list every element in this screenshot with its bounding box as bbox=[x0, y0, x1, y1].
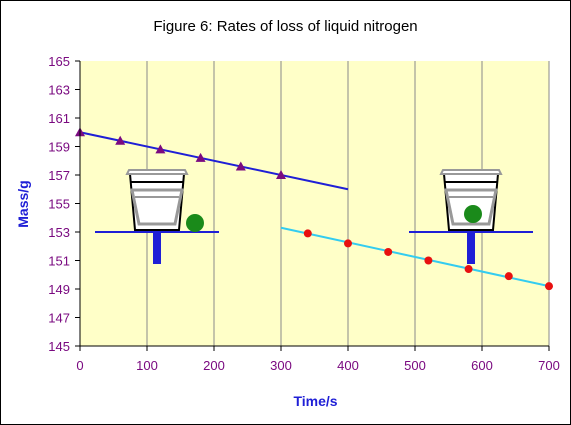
x-tick-label: 200 bbox=[203, 358, 225, 373]
cup-inner bbox=[130, 188, 184, 226]
y-tick-label: 163 bbox=[48, 83, 70, 98]
y-tick-label: 153 bbox=[48, 225, 70, 240]
series-2-point bbox=[464, 265, 473, 274]
x-tick-label: 400 bbox=[337, 358, 359, 373]
y-axis-title: Mass/g bbox=[15, 180, 31, 227]
insulated-cup-on-balance bbox=[409, 169, 533, 264]
x-tick-label: 300 bbox=[270, 358, 292, 373]
series-2-trend-line bbox=[280, 226, 550, 288]
y-tick-label: 149 bbox=[48, 282, 70, 297]
series-2-point bbox=[344, 239, 352, 248]
series-1-point bbox=[115, 135, 126, 145]
illustrations bbox=[95, 169, 533, 264]
x-tick-label: 700 bbox=[538, 358, 560, 373]
axes bbox=[75, 60, 550, 351]
y-tick-label: 151 bbox=[48, 254, 70, 269]
x-tick-label: 100 bbox=[136, 358, 158, 373]
series-2-point bbox=[424, 256, 433, 265]
balance-stand bbox=[153, 232, 161, 264]
y-tick-label: 157 bbox=[48, 168, 70, 183]
series-1-point bbox=[195, 152, 206, 162]
cup-rim bbox=[125, 169, 189, 175]
insulated-cup-on-balance bbox=[95, 169, 219, 264]
series-2-point bbox=[384, 247, 393, 256]
y-tick-label: 165 bbox=[48, 54, 70, 69]
cup-rim bbox=[439, 169, 503, 175]
y-tick-label: 155 bbox=[48, 197, 70, 212]
y-tick-label: 159 bbox=[48, 140, 70, 155]
grid-lines bbox=[146, 61, 550, 346]
series-1-point bbox=[235, 161, 246, 171]
green-ball bbox=[186, 214, 204, 232]
balance-stand bbox=[467, 232, 475, 264]
series-1-trend-line bbox=[79, 131, 349, 191]
x-axis-title: Time/s bbox=[293, 393, 337, 409]
cup-inner bbox=[444, 188, 498, 226]
x-tick-label: 0 bbox=[76, 358, 83, 373]
series-2-point bbox=[504, 272, 513, 281]
series-1-point bbox=[155, 144, 166, 154]
series-2-point bbox=[303, 229, 312, 238]
x-tick-label: 500 bbox=[404, 358, 426, 373]
y-tick-label: 147 bbox=[48, 311, 70, 326]
trend-lines bbox=[79, 131, 550, 288]
green-ball bbox=[464, 205, 482, 223]
series-1-point bbox=[276, 170, 286, 179]
tick-labels: 145 147 149 151 153 155 157 159 161 163 165 0 100 200… bbox=[48, 54, 560, 373]
y-tick-label: 161 bbox=[48, 111, 70, 126]
series-2-point bbox=[545, 282, 553, 291]
chart-title: Figure 6: Rates of loss of liquid nitrog… bbox=[153, 18, 418, 35]
y-tick-label: 145 bbox=[48, 339, 70, 354]
x-tick-label: 600 bbox=[471, 358, 493, 373]
